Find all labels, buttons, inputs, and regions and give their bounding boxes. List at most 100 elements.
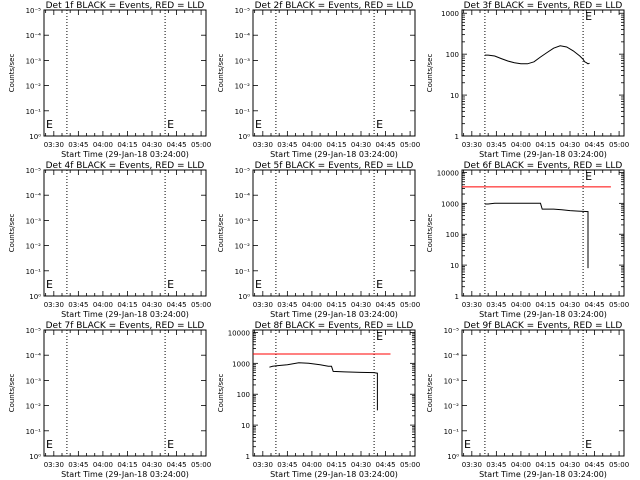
y-tick-label: 10⁻² bbox=[26, 403, 42, 411]
x-tick-label: 04:15 bbox=[117, 301, 137, 309]
y-tick-label: 10⁰ bbox=[238, 133, 250, 141]
event-marker: E bbox=[585, 438, 592, 451]
panel: Det 7f BLACK = Events, RED = LLD Counts/s… bbox=[8, 321, 211, 479]
x-tick-label: 03:45 bbox=[277, 461, 297, 469]
y-tick-label: 10⁻¹ bbox=[26, 428, 42, 436]
event-marker: E bbox=[255, 118, 262, 131]
x-tick-label: 04:45 bbox=[375, 461, 395, 469]
y-tick-label: 1 bbox=[455, 293, 459, 301]
y-tick-label: 10⁻³ bbox=[26, 57, 42, 65]
y-axis-label: Counts/sec bbox=[217, 214, 225, 253]
y-tick-label: 10⁻⁵ bbox=[235, 7, 251, 15]
x-tick-label: 03:45 bbox=[277, 301, 297, 309]
y-axis-label: Counts/sec bbox=[217, 374, 225, 413]
x-tick-label: 04:30 bbox=[351, 301, 371, 309]
panel-title: Det 7f BLACK = Events, RED = LLD bbox=[46, 321, 205, 331]
x-tick-label: 03:45 bbox=[486, 301, 506, 309]
y-tick-label: 100 bbox=[237, 391, 250, 399]
panel-title: Det 9f BLACK = Events, RED = LLD bbox=[464, 321, 623, 331]
y-tick-label: 10⁻² bbox=[26, 83, 42, 91]
x-tick-label: 04:00 bbox=[93, 301, 113, 309]
plot-frame bbox=[43, 9, 207, 137]
y-axis-label: Counts/sec bbox=[426, 374, 434, 413]
panel: Det 3f BLACK = Events, RED = LLD Counts/s… bbox=[426, 1, 629, 159]
x-axis-label: Start Time (29-Jan-18 03:24:00) bbox=[61, 150, 189, 159]
x-tick-label: 04:30 bbox=[142, 301, 162, 309]
x-tick-label: 05:00 bbox=[609, 461, 629, 469]
x-tick-label: 04:00 bbox=[511, 461, 531, 469]
y-tick-label: 1000 bbox=[441, 10, 459, 18]
plot-frame bbox=[461, 9, 625, 137]
plot-frame bbox=[252, 329, 416, 457]
y-tick-label: 10⁻⁵ bbox=[444, 327, 460, 335]
event-marker: E bbox=[585, 10, 592, 23]
x-tick-label: 05:00 bbox=[191, 301, 211, 309]
y-tick-label: 10⁻³ bbox=[444, 377, 460, 385]
y-tick-label: 10⁻⁵ bbox=[26, 7, 42, 15]
event-marker: E bbox=[376, 278, 383, 291]
y-tick-label: 10⁰ bbox=[238, 293, 250, 301]
y-tick-label: 1 bbox=[455, 133, 459, 141]
event-marker: E bbox=[167, 438, 174, 451]
panel: Det 9f BLACK = Events, RED = LLD Counts/s… bbox=[426, 321, 629, 479]
y-tick-label: 1 bbox=[246, 453, 250, 461]
x-tick-label: 03:30 bbox=[462, 141, 482, 149]
x-tick-label: 05:00 bbox=[400, 141, 420, 149]
y-axis-label: Counts/sec bbox=[8, 374, 16, 413]
plot-frame bbox=[461, 169, 625, 297]
events-series bbox=[484, 202, 589, 269]
x-tick-label: 05:00 bbox=[400, 301, 420, 309]
panel: Det 1f BLACK = Events, RED = LLD Counts/s… bbox=[8, 1, 211, 159]
x-tick-label: 04:00 bbox=[511, 141, 531, 149]
panel-title: Det 8f BLACK = Events, RED = LLD bbox=[255, 321, 414, 331]
x-tick-label: 04:45 bbox=[584, 301, 604, 309]
y-tick-label: 10⁻² bbox=[26, 243, 42, 251]
x-axis-label: Start Time (29-Jan-18 03:24:00) bbox=[61, 470, 189, 479]
x-tick-label: 04:45 bbox=[166, 301, 186, 309]
x-tick-label: 04:00 bbox=[511, 301, 531, 309]
y-axis-label: Counts/sec bbox=[217, 54, 225, 93]
y-tick-label: 10 bbox=[450, 262, 459, 270]
y-tick-label: 10⁻⁴ bbox=[444, 352, 460, 360]
x-tick-label: 04:15 bbox=[326, 301, 346, 309]
panel-title: Det 4f BLACK = Events, RED = LLD bbox=[46, 161, 205, 171]
y-tick-label: 10⁻³ bbox=[26, 377, 42, 385]
x-axis-label: Start Time (29-Jan-18 03:24:00) bbox=[479, 150, 607, 159]
plot-frame bbox=[43, 169, 207, 297]
y-tick-label: 10⁻¹ bbox=[235, 268, 251, 276]
x-tick-label: 05:00 bbox=[400, 461, 420, 469]
y-tick-label: 10000 bbox=[228, 329, 250, 337]
x-tick-label: 04:30 bbox=[142, 141, 162, 149]
y-tick-label: 100 bbox=[446, 231, 459, 239]
panel: Det 6f BLACK = Events, RED = LLD Counts/s… bbox=[426, 161, 629, 319]
y-tick-label: 10⁻³ bbox=[26, 217, 42, 225]
x-tick-label: 04:45 bbox=[584, 141, 604, 149]
x-axis-label: Start Time (29-Jan-18 03:24:00) bbox=[479, 310, 607, 319]
x-tick-label: 04:30 bbox=[560, 301, 580, 309]
y-tick-label: 10⁻¹ bbox=[26, 108, 42, 116]
x-tick-label: 04:15 bbox=[326, 461, 346, 469]
x-tick-label: 03:45 bbox=[486, 141, 506, 149]
x-axis-label: Start Time (29-Jan-18 03:24:00) bbox=[270, 470, 398, 479]
plot-frame bbox=[461, 329, 625, 457]
event-marker: E bbox=[46, 278, 53, 291]
y-tick-label: 10 bbox=[241, 422, 250, 430]
panel-title: Det 5f BLACK = Events, RED = LLD bbox=[255, 161, 414, 171]
x-axis-label: Start Time (29-Jan-18 03:24:00) bbox=[270, 150, 398, 159]
y-tick-label: 1000 bbox=[232, 360, 250, 368]
y-tick-label: 10⁻² bbox=[235, 243, 251, 251]
x-tick-label: 04:15 bbox=[535, 301, 555, 309]
y-tick-label: 10000 bbox=[437, 169, 459, 177]
x-tick-label: 03:30 bbox=[253, 141, 273, 149]
y-tick-label: 10 bbox=[450, 92, 459, 100]
x-tick-label: 03:30 bbox=[44, 141, 64, 149]
x-tick-label: 04:15 bbox=[117, 461, 137, 469]
y-tick-label: 10⁻¹ bbox=[235, 108, 251, 116]
y-tick-label: 10⁻⁵ bbox=[235, 167, 251, 175]
y-tick-label: 10⁻⁴ bbox=[26, 352, 42, 360]
panel: Det 5f BLACK = Events, RED = LLD Counts/s… bbox=[217, 161, 420, 319]
panel-title: Det 2f BLACK = Events, RED = LLD bbox=[255, 1, 414, 11]
y-tick-label: 10⁻² bbox=[444, 403, 460, 411]
x-tick-label: 03:30 bbox=[44, 301, 64, 309]
